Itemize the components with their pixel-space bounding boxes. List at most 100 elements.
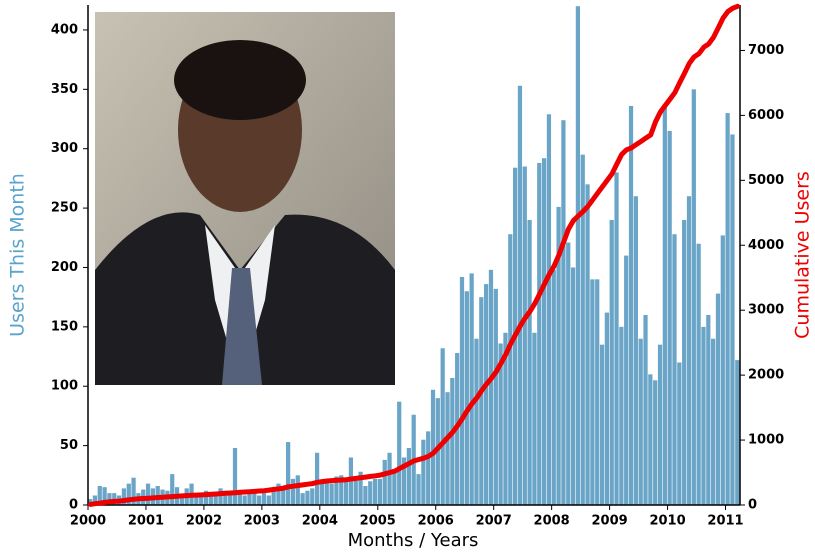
bar	[291, 479, 295, 505]
bar	[397, 402, 401, 505]
y2-axis-label: Cumulative Users	[792, 171, 814, 339]
x-tick-label: 2000	[70, 514, 106, 529]
y-tick-label: 50	[60, 438, 78, 453]
bar	[552, 270, 556, 505]
bar	[721, 235, 725, 505]
bar	[214, 495, 218, 505]
x-tick-label: 2007	[476, 514, 512, 529]
x-axis-label: Months / Years	[348, 530, 479, 551]
bar	[310, 488, 314, 505]
bar	[547, 114, 551, 505]
bar	[387, 453, 391, 505]
y-tick-label: 300	[51, 141, 78, 156]
bar	[566, 243, 570, 505]
x-tick-label: 2010	[649, 514, 685, 529]
bar	[378, 479, 382, 505]
y-tick-label: 0	[69, 498, 78, 513]
bar	[571, 267, 575, 505]
bar	[416, 474, 420, 505]
y2-tick-label: 7000	[748, 43, 784, 58]
bar	[305, 491, 309, 505]
photo	[95, 12, 395, 385]
x-tick-label: 2006	[418, 514, 454, 529]
bar	[701, 327, 705, 505]
bar	[711, 339, 715, 505]
y-tick-label: 400	[51, 22, 78, 37]
x-tick-label: 2001	[128, 514, 164, 529]
bar	[629, 106, 633, 505]
y-tick-label: 250	[51, 201, 78, 216]
bar	[716, 294, 720, 505]
y2-tick-label: 1000	[748, 433, 784, 448]
bar	[692, 89, 696, 505]
bar	[373, 479, 377, 505]
bar	[257, 495, 261, 505]
bar	[672, 234, 676, 505]
bar	[682, 220, 686, 505]
x-tick-label: 2002	[186, 514, 222, 529]
bar	[218, 488, 222, 505]
bar	[634, 196, 638, 505]
bar	[262, 493, 266, 505]
y-tick-label: 100	[51, 379, 78, 394]
y-tick-label: 200	[51, 260, 78, 275]
bar	[272, 491, 276, 505]
bar	[484, 284, 488, 505]
bar	[639, 339, 643, 505]
bar	[687, 196, 691, 505]
bar	[643, 315, 647, 505]
x-tick-label: 2005	[360, 514, 396, 529]
bar	[460, 277, 464, 505]
bar	[735, 360, 739, 505]
bar	[537, 163, 541, 505]
bar	[146, 484, 150, 505]
bar	[479, 297, 483, 505]
bar	[474, 339, 478, 505]
x-tick-label: 2009	[592, 514, 628, 529]
bar	[441, 348, 445, 505]
bar	[730, 134, 734, 505]
bar	[301, 493, 305, 505]
y-axis-label: Users This Month	[7, 173, 29, 337]
bar	[252, 493, 256, 505]
bar	[542, 158, 546, 505]
bar	[431, 390, 435, 505]
bar	[445, 392, 449, 505]
y2-tick-label: 0	[748, 498, 757, 513]
bar	[653, 380, 657, 505]
bar	[663, 107, 667, 505]
bar	[296, 475, 300, 505]
bar	[726, 113, 730, 505]
bar	[465, 291, 469, 505]
y-tick-label: 150	[51, 319, 78, 334]
bar	[233, 448, 237, 505]
bar	[658, 345, 662, 505]
bar	[267, 495, 271, 505]
bar	[489, 270, 493, 505]
bar	[383, 460, 387, 505]
bar	[600, 345, 604, 505]
bar	[243, 495, 247, 505]
bar	[605, 313, 609, 505]
x-tick-label: 2011	[707, 514, 743, 529]
bar	[450, 378, 454, 505]
bar	[286, 442, 290, 505]
bar	[523, 167, 527, 505]
bar	[585, 184, 589, 505]
bar	[329, 484, 333, 505]
bar	[170, 474, 174, 505]
bar	[315, 453, 319, 505]
bar	[595, 279, 599, 505]
bar	[624, 256, 628, 505]
bar	[392, 469, 396, 505]
bar	[407, 448, 411, 505]
bar	[320, 481, 324, 505]
bar	[561, 120, 565, 505]
bar	[614, 172, 618, 505]
bar	[648, 374, 652, 505]
bar	[421, 440, 425, 505]
bar	[532, 333, 536, 505]
x-tick-label: 2003	[244, 514, 280, 529]
y2-tick-label: 2000	[748, 368, 784, 383]
y2-tick-label: 6000	[748, 108, 784, 123]
